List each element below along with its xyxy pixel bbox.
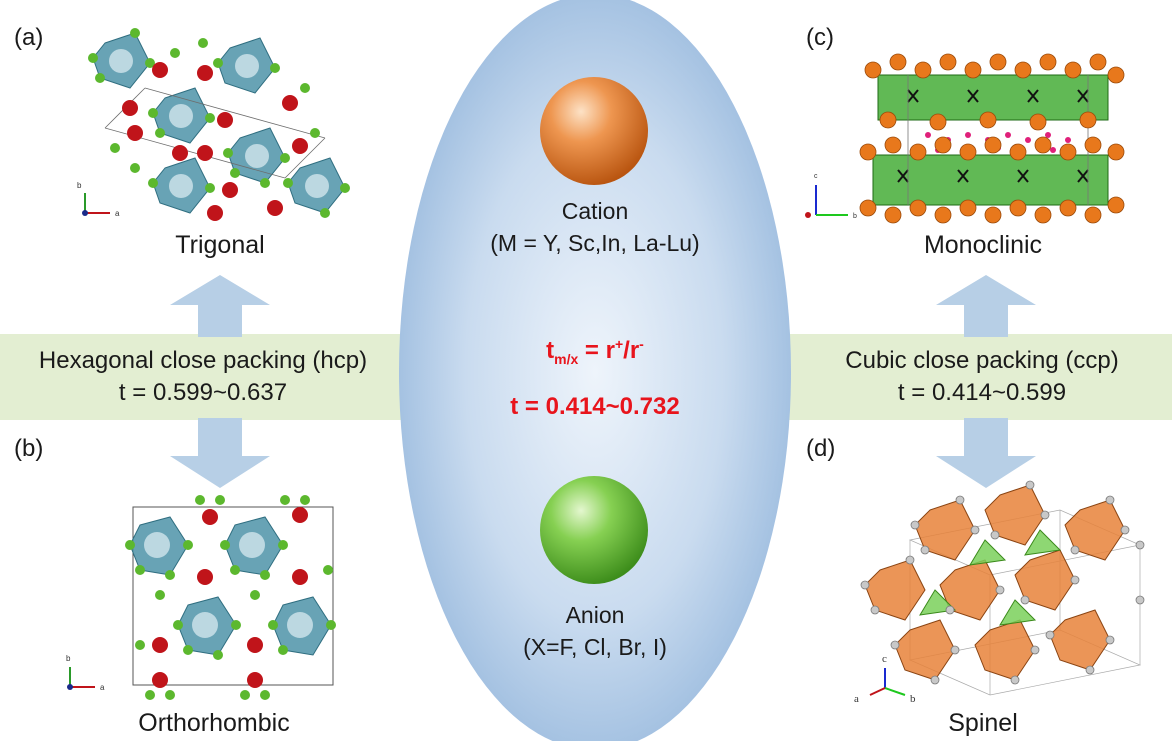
caption-monoclinic: Monoclinic bbox=[923, 231, 1043, 259]
caption-orthorhombic: Orthorhombic bbox=[138, 709, 290, 737]
axis-label-b: b bbox=[910, 693, 916, 705]
arrow-up-right bbox=[936, 275, 1036, 337]
axis-label-c: c bbox=[814, 173, 818, 180]
panel-label-c: (c) bbox=[806, 24, 834, 51]
formula-sup-plus: + bbox=[614, 336, 624, 352]
panel-label-a: (a) bbox=[14, 24, 44, 51]
tolerance-formula: tm/x = r+/r- bbox=[435, 336, 755, 367]
formula-div: /r bbox=[623, 337, 640, 364]
arrow-down-left bbox=[170, 418, 270, 488]
orthorhombic-structure: b a bbox=[66, 495, 336, 700]
monoclinic-structure: c b bbox=[805, 53, 1125, 224]
ccp-range: t = 0.414~0.599 bbox=[897, 379, 1067, 406]
ccp-label: Cubic close packing (ccp) bbox=[845, 347, 1119, 374]
center-ellipse bbox=[399, 0, 791, 741]
anion-title: Anion bbox=[565, 602, 625, 628]
axis-label-a: a bbox=[854, 693, 859, 705]
panel-label-b: (b) bbox=[14, 435, 44, 462]
formula-sub: m/x bbox=[554, 350, 579, 367]
hcp-label: Hexagonal close packing (hcp) bbox=[38, 347, 368, 374]
cation-title: Cation bbox=[561, 198, 629, 224]
formula-eq: = r bbox=[578, 337, 615, 364]
axis-label-b: b bbox=[77, 181, 82, 190]
caption-spinel: Spinel bbox=[948, 709, 1018, 737]
axis-label-b: b bbox=[853, 213, 857, 220]
formula-t: t bbox=[546, 337, 555, 364]
axis-label-a: a bbox=[115, 209, 120, 218]
tolerance-range: t = 0.414~0.732 bbox=[510, 393, 680, 420]
hcp-range: t = 0.599~0.637 bbox=[118, 379, 288, 406]
spinel-structure: c a b bbox=[854, 480, 1145, 705]
axis-label-a: a bbox=[100, 683, 105, 692]
panel-label-d: (d) bbox=[806, 435, 836, 462]
axis-label-c: c bbox=[882, 653, 887, 665]
trigonal-structure: b a bbox=[77, 28, 350, 221]
anion-description: (X=F, Cl, Br, I) bbox=[523, 634, 667, 660]
arrow-down-right bbox=[936, 418, 1036, 488]
formula-sup-minus: - bbox=[639, 336, 644, 352]
anion-sphere bbox=[540, 476, 648, 584]
cation-sphere bbox=[540, 77, 648, 185]
axis-label-b: b bbox=[66, 654, 71, 663]
arrow-up-left bbox=[170, 275, 270, 337]
caption-trigonal: Trigonal bbox=[175, 231, 265, 259]
cation-description: (M = Y, Sc,In, La-Lu) bbox=[490, 230, 700, 256]
